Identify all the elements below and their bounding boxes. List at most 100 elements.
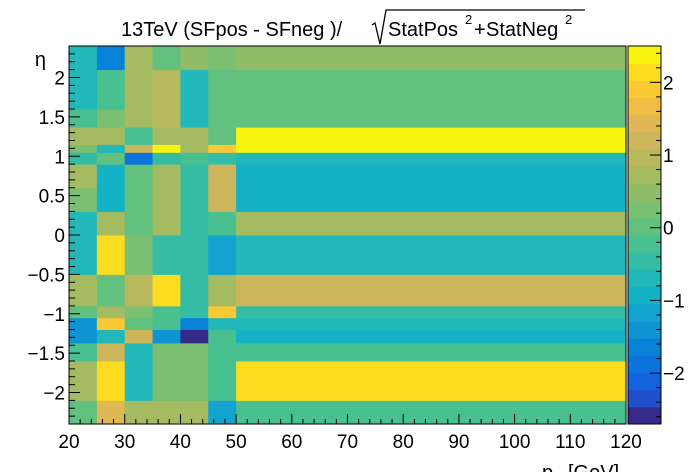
heatmap-cell xyxy=(152,342,181,362)
heatmap-cell xyxy=(124,109,154,128)
heatmap-cell xyxy=(236,187,627,212)
heatmap-cell xyxy=(124,46,154,71)
x-tick-label: 20 xyxy=(58,432,79,453)
heatmap-cell xyxy=(208,274,237,307)
heatmap-cell xyxy=(180,187,209,212)
heatmap-cell xyxy=(180,127,209,145)
heatmap-cell xyxy=(208,342,237,362)
heatmap-cell xyxy=(124,211,154,236)
heatmap-cell xyxy=(124,305,154,319)
color-scale-swatch xyxy=(628,303,661,322)
heatmap-cell xyxy=(180,342,209,362)
heatmap-cell xyxy=(124,342,154,362)
heatmap-cell xyxy=(180,46,209,71)
heatmap-cell xyxy=(96,342,126,362)
title-exponent-a: 2 xyxy=(465,12,472,27)
heatmap-cell xyxy=(208,187,237,212)
heatmap-cell xyxy=(236,361,627,401)
x-tick-label: 30 xyxy=(114,432,135,453)
heatmap-cell xyxy=(69,361,98,401)
heatmap-cell xyxy=(180,235,209,260)
heatmap-cell xyxy=(69,144,98,153)
heatmap-cell xyxy=(236,109,627,128)
color-scale-swatch xyxy=(628,286,661,305)
heatmap-cell xyxy=(236,46,627,71)
heatmap-cell xyxy=(152,109,181,128)
heatmap-cell xyxy=(69,152,98,165)
heatmap-cell xyxy=(96,274,126,307)
heatmap-cells xyxy=(69,46,627,425)
heatmap-cell xyxy=(69,69,98,110)
color-scale-swatch xyxy=(628,149,661,167)
y-tick-label: 1.5 xyxy=(39,108,65,129)
heatmap-cell xyxy=(236,69,627,110)
color-scale-swatch xyxy=(628,235,661,253)
heatmap-cell xyxy=(152,329,181,344)
y-tick-label: 1 xyxy=(54,147,65,168)
x-tick-label: 100 xyxy=(499,432,531,453)
y-tick-label: −1.5 xyxy=(27,344,65,365)
heatmap-cell xyxy=(208,258,237,275)
title-plus: + xyxy=(474,19,486,41)
heatmap-cell xyxy=(236,342,627,362)
heatmap-cell xyxy=(180,152,209,165)
title-radical-a: StatPos xyxy=(388,19,458,41)
heatmap-cell xyxy=(96,46,126,71)
heatmap-cell xyxy=(96,258,126,275)
heatmap-cell xyxy=(124,400,154,425)
heatmap-cell xyxy=(96,109,126,128)
heatmap-cell xyxy=(152,69,181,110)
x-tick-label: 70 xyxy=(337,432,358,453)
heatmap-cell xyxy=(124,127,154,145)
heatmap-cell xyxy=(152,258,181,275)
heatmap-cell xyxy=(69,235,98,260)
heatmap-cell xyxy=(180,400,209,425)
heatmap-cell xyxy=(69,305,98,319)
heatmap-cell xyxy=(208,127,237,145)
heatmap-cell xyxy=(124,274,154,307)
heatmap-cell xyxy=(96,400,126,425)
heatmap-cell xyxy=(236,274,627,307)
heatmap-cell xyxy=(152,211,181,236)
heatmap-cell xyxy=(180,164,209,189)
heatmap-cell xyxy=(180,329,209,344)
heatmap-cell xyxy=(96,69,126,110)
heatmap-cell xyxy=(180,305,209,319)
heatmap-cell xyxy=(208,144,237,153)
color-scale-swatch xyxy=(628,406,661,425)
heatmap-cell xyxy=(180,274,209,307)
heatmap-cell xyxy=(236,127,627,145)
heatmap-cell xyxy=(152,164,181,189)
heatmap-cell xyxy=(236,305,627,319)
heatmap-cell xyxy=(208,235,237,260)
y-tick-label: 0.5 xyxy=(39,187,65,208)
heatmap-cell xyxy=(236,329,627,344)
heatmap-cell xyxy=(180,361,209,401)
heatmap-cell xyxy=(152,317,181,330)
heatmap-cell xyxy=(152,305,181,319)
x-tick-label: 50 xyxy=(226,432,247,453)
heatmap-cell xyxy=(236,258,627,275)
y-tick-label: −0.5 xyxy=(27,265,65,286)
heatmap-cell xyxy=(69,109,98,128)
heatmap-cell xyxy=(96,164,126,189)
title-radical-b: StatNeg xyxy=(486,19,558,41)
heatmap-cell xyxy=(69,342,98,362)
heatmap-cell xyxy=(124,164,154,189)
color-scale-swatch xyxy=(628,46,661,64)
heatmap-cell xyxy=(69,400,98,425)
color-scale-swatch xyxy=(628,200,661,219)
y-tick-label: 0 xyxy=(54,226,65,247)
x-axis: 20 30 40 50 60 70 80 90 100 110 120 xyxy=(58,414,642,453)
heatmap-cell xyxy=(208,152,237,165)
z-tick-label: −1 xyxy=(663,291,685,312)
heatmap-cell xyxy=(180,69,209,110)
heatmap-cell xyxy=(180,144,209,153)
y-axis-title: η xyxy=(35,49,46,71)
heatmap-cell xyxy=(124,187,154,212)
x-tick-label: 40 xyxy=(170,432,191,453)
color-scale-bar xyxy=(628,46,661,425)
heatmap-cell xyxy=(124,144,154,153)
heatmap-cell xyxy=(96,317,126,330)
